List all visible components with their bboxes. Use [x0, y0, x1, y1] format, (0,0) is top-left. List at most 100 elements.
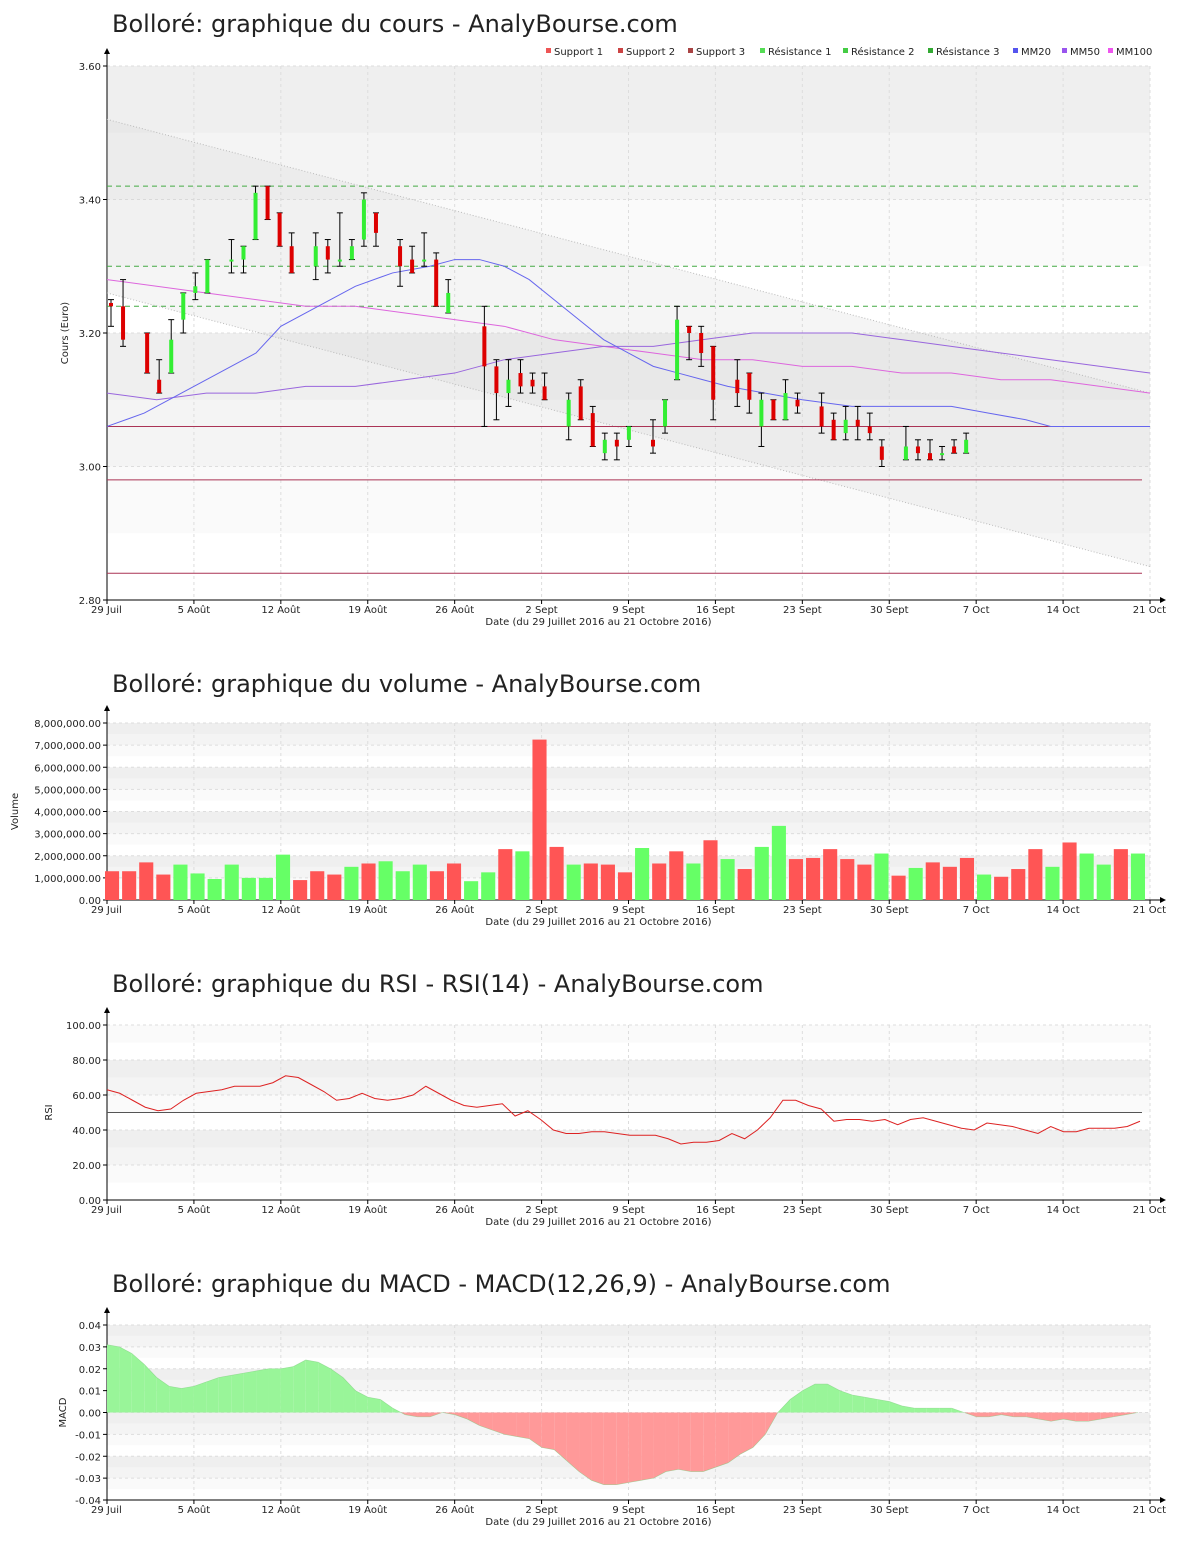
macd-area-positive: [889, 1401, 902, 1413]
candle-body: [398, 246, 403, 267]
x-axis-arrow: [1160, 1497, 1166, 1503]
macd-area-positive: [839, 1390, 853, 1413]
x-tick-label: 2 Sept: [525, 1205, 557, 1216]
volume-chart-panel: Bolloré: graphique du volume - AnalyBour…: [0, 660, 1200, 940]
y-tick-label: 0.03: [79, 1343, 101, 1354]
y-tick-label: 60.00: [72, 1091, 101, 1102]
y-tick-label: 5,000,000.00: [34, 785, 101, 796]
volume-bar: [754, 846, 769, 900]
volume-bar: [942, 866, 957, 900]
candle-body: [614, 439, 619, 447]
macd-area-positive: [852, 1395, 865, 1413]
volume-bar: [1062, 842, 1077, 900]
legend-label: MM50: [1070, 47, 1100, 58]
x-tick-label: 19 Août: [348, 904, 387, 916]
macd-area-negative: [417, 1412, 430, 1417]
volume-bar: [532, 739, 547, 900]
macd-area-negative: [479, 1412, 493, 1430]
macd-area-positive: [280, 1366, 294, 1413]
macd-area-negative: [579, 1412, 592, 1481]
candle-body: [831, 419, 836, 440]
y-tick-label: 3,000,000.00: [34, 830, 101, 841]
volume-bar: [464, 881, 479, 900]
macd-area-negative: [603, 1412, 617, 1485]
y-axis-arrow: [104, 1007, 110, 1013]
y-axis-arrow: [104, 705, 110, 711]
volume-bar: [190, 873, 205, 900]
candle-body: [205, 259, 210, 293]
volume-bar: [173, 864, 188, 900]
candle-body: [361, 199, 366, 240]
volume-bar: [686, 863, 701, 900]
x-tick-label: 16 Sept: [696, 1205, 735, 1216]
macd-area-positive: [144, 1364, 157, 1413]
macd-area-negative: [554, 1412, 567, 1461]
x-tick-label: 30 Sept: [870, 1205, 909, 1216]
legend-swatch: [688, 48, 693, 53]
macd-area-negative: [1001, 1412, 1014, 1417]
macd-area-positive: [815, 1384, 828, 1413]
candle-body: [229, 259, 234, 262]
rsi-chart-title: Bolloré: graphique du RSI - RSI(14) - An…: [112, 970, 764, 998]
candle-body: [915, 446, 920, 454]
volume-chart-title: Bolloré: graphique du volume - AnalyBour…: [112, 670, 702, 698]
price-chart-title: Bolloré: graphique du cours - AnalyBours…: [112, 10, 678, 38]
macd-area-negative: [504, 1412, 517, 1437]
x-tick-label: 29 Juil: [91, 905, 122, 916]
volume-chart: 0.00 1,000,000.00 2,000,000.00 3,000,000.00…: [10, 705, 1166, 928]
macd-area-positive: [206, 1377, 219, 1413]
volume-bar: [224, 864, 239, 900]
x-tick-label: 7 Oct: [963, 1505, 990, 1516]
candle-body: [650, 439, 655, 447]
x-tick-label: 19 Août: [348, 1504, 387, 1516]
volume-bar: [515, 851, 530, 900]
x-tick-label: 26 Août: [435, 904, 474, 916]
macd-area-positive: [827, 1384, 840, 1413]
macd-area-positive: [181, 1386, 194, 1413]
x-tick-label: 29 Juil: [91, 1505, 122, 1516]
y-tick-label: 6,000,000.00: [34, 763, 101, 774]
rsi-line: [106, 1075, 1141, 1145]
macd-area-positive: [802, 1384, 816, 1413]
macd-area-positive: [131, 1353, 145, 1413]
volume-bar: [566, 864, 581, 900]
candle-body: [157, 379, 162, 394]
macd-area-negative: [541, 1412, 555, 1450]
x-axis-label: Date (du 29 Juillet 2016 au 21 Octobre 2…: [485, 1217, 711, 1228]
macd-area-positive: [156, 1377, 170, 1413]
candle-body: [964, 439, 969, 454]
volume-bar: [293, 880, 308, 900]
volume-bar: [310, 871, 325, 900]
candle-body: [675, 319, 680, 380]
candle-body: [952, 446, 957, 454]
y-axis-label: Volume: [10, 793, 21, 830]
rsi-chart: 0.00 20.00 40.00 60.00 80.00 100.00 29 Juil 5 A…: [44, 1007, 1166, 1228]
volume-bar: [874, 853, 889, 900]
volume-bar: [549, 846, 564, 900]
macd-area-negative: [492, 1412, 505, 1435]
macd-area-negative: [1013, 1412, 1027, 1417]
legend-label: Résistance 3: [936, 46, 999, 58]
volume-bar: [891, 875, 906, 900]
x-tick-label: 14 Oct: [1046, 1505, 1079, 1516]
macd-area-negative: [454, 1412, 468, 1420]
volume-bar: [652, 863, 667, 900]
y-tick-label: 7,000,000.00: [34, 741, 101, 752]
legend-label: Support 1: [554, 47, 603, 58]
macd-area-positive: [305, 1360, 319, 1413]
y-tick-label: 100.00: [66, 1021, 101, 1032]
macd-area-positive: [939, 1408, 952, 1413]
candle-body: [349, 246, 354, 260]
x-tick-label: 23 Sept: [783, 605, 822, 616]
macd-area-positive: [119, 1346, 132, 1413]
macd-area-positive: [864, 1397, 878, 1413]
x-tick-label: 23 Sept: [783, 1205, 822, 1216]
legend-swatch: [1013, 48, 1018, 53]
x-tick-label: 30 Sept: [870, 905, 909, 916]
y-axis-label: MACD: [58, 1397, 69, 1427]
candle-body: [578, 386, 583, 420]
mm20-line: [106, 259, 1150, 427]
candle-body: [771, 399, 776, 420]
candle-body: [867, 426, 872, 434]
legend-label: Support 3: [696, 47, 745, 58]
